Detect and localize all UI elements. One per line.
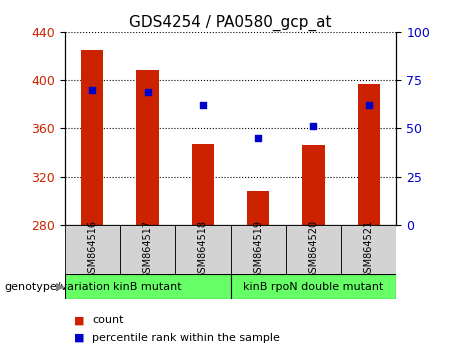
Point (199, 102, 207, 108)
Text: GSM864521: GSM864521 (364, 220, 374, 279)
Title: GDS4254 / PA0580_gcp_at: GDS4254 / PA0580_gcp_at (129, 14, 332, 30)
Bar (65, 274, 230, 299)
Text: genotype/variation: genotype/variation (5, 282, 111, 292)
Point (310, 124, 317, 129)
Text: GSM864517: GSM864517 (142, 220, 153, 279)
Bar (175, 225, 230, 274)
Text: GSM864520: GSM864520 (308, 220, 319, 279)
Point (89, 87, 96, 93)
Point (144, 89, 151, 95)
Text: GSM864518: GSM864518 (198, 220, 208, 279)
Text: ■: ■ (74, 333, 84, 343)
Bar (341, 225, 396, 274)
Text: ■: ■ (74, 315, 84, 325)
Text: ▶: ▶ (56, 282, 65, 292)
Bar (81, 50, 103, 225)
Text: percentile rank within the sample: percentile rank within the sample (92, 333, 280, 343)
Bar (358, 84, 380, 225)
Bar (247, 191, 269, 225)
Text: GSM864516: GSM864516 (87, 220, 97, 279)
Point (254, 135, 262, 141)
Bar (286, 225, 341, 274)
Bar (192, 144, 214, 225)
Text: kinB mutant: kinB mutant (113, 282, 182, 292)
Bar (230, 225, 286, 274)
Text: count: count (92, 315, 124, 325)
Bar (302, 145, 325, 225)
Bar (230, 274, 396, 299)
Text: kinB rpoN double mutant: kinB rpoN double mutant (243, 282, 384, 292)
Bar (65, 225, 120, 274)
Text: GSM864519: GSM864519 (253, 220, 263, 279)
Bar (136, 70, 159, 225)
Point (365, 102, 372, 108)
Bar (120, 225, 175, 274)
